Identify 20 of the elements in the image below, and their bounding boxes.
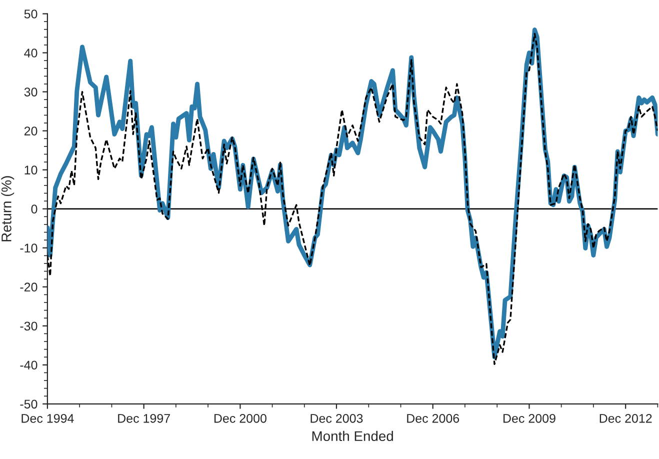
y-tick-label: -10 xyxy=(20,244,38,253)
x-tick-label: Dec 2003 xyxy=(310,414,363,423)
y-tick-label: 50 xyxy=(24,10,38,18)
y-tick-label: 10 xyxy=(24,166,38,174)
x-axis-title: Month Ended xyxy=(312,430,393,442)
y-tick-label: 40 xyxy=(24,48,38,58)
x-tick-label: Dec 2009 xyxy=(503,414,556,423)
x-tick-label: Dec 1997 xyxy=(118,414,170,423)
y-axis-title: Return (%) xyxy=(1,176,14,242)
y-tick-label: -50 xyxy=(20,400,38,409)
x-tick-label: Dec 2006 xyxy=(407,414,460,423)
y-tick-label: 30 xyxy=(24,88,38,96)
y-tick-label: -30 xyxy=(20,322,38,331)
x-tick-label: Dec 2000 xyxy=(214,414,266,423)
y-tick-label: -40 xyxy=(20,360,38,370)
x-tick-label: Dec 1994 xyxy=(22,414,74,423)
y-tick-label: 20 xyxy=(24,126,38,136)
x-tick-label: Dec 2012 xyxy=(600,414,652,423)
y-tick-label: -20 xyxy=(20,282,38,292)
y-tick-label: 0 xyxy=(31,204,38,214)
